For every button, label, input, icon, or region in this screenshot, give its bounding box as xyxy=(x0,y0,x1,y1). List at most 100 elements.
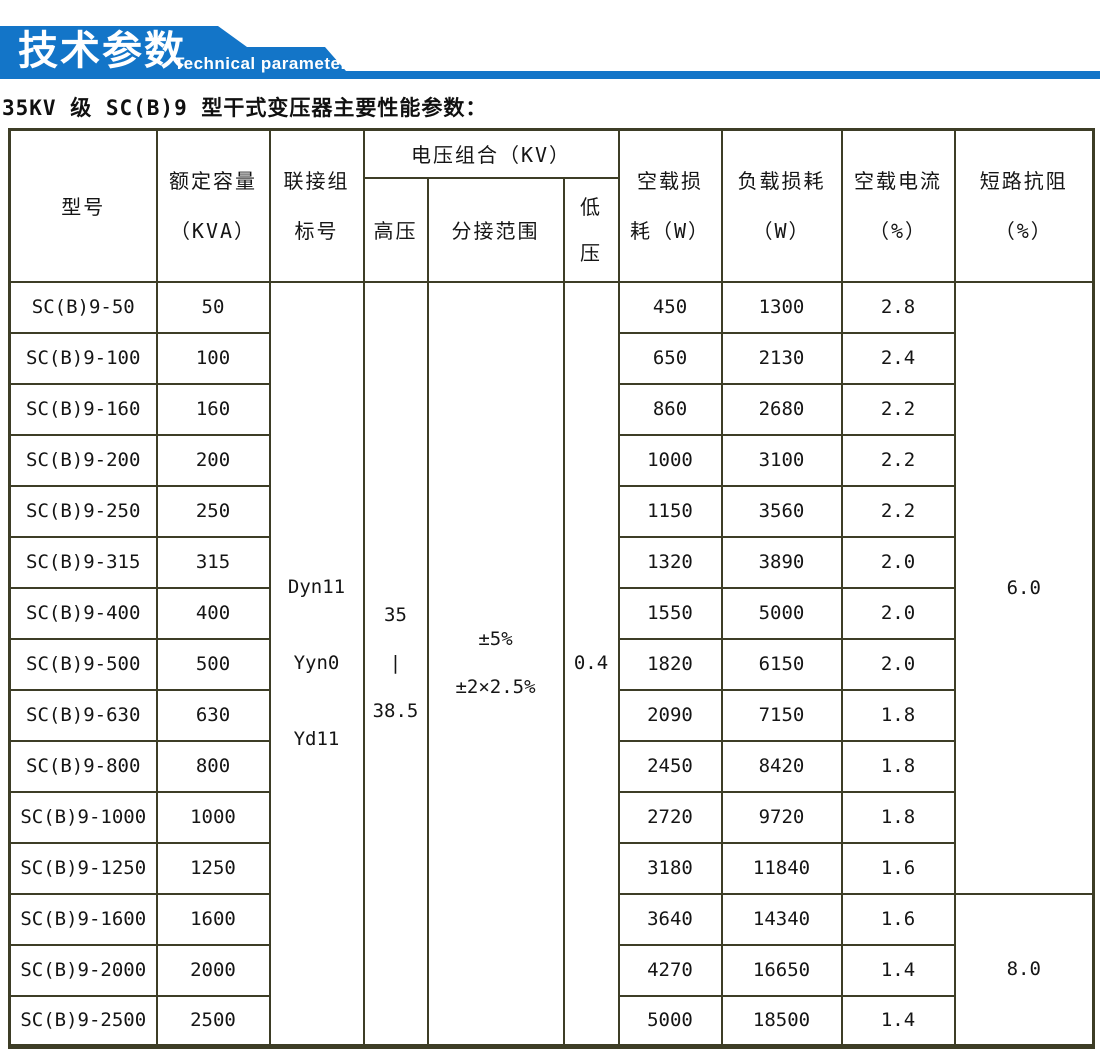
model-cell: SC(B)9-315 xyxy=(8,535,158,589)
capacity-cell: 100 xyxy=(155,331,271,385)
table-row: SC(B)9-2500 2500 5000 18500 1.4 xyxy=(8,994,1094,1048)
no-load-current-cell: 1.4 xyxy=(840,943,956,997)
no-load-current-cell: 2.0 xyxy=(840,535,956,589)
model-cell: SC(B)9-100 xyxy=(8,331,158,385)
no-load-loss-cell: 2090 xyxy=(617,688,723,742)
model-cell: SC(B)9-2000 xyxy=(8,943,158,997)
model-cell: SC(B)9-800 xyxy=(8,739,158,793)
no-load-current-cell: 2.2 xyxy=(840,382,956,436)
capacity-cell: 250 xyxy=(155,484,271,538)
load-loss-cell: 18500 xyxy=(720,994,843,1048)
banner-strip xyxy=(0,71,1100,79)
header-impedance: 短路抗阻 （%） xyxy=(953,128,1095,283)
no-load-current-cell: 2.0 xyxy=(840,586,956,640)
load-loss-cell: 3100 xyxy=(720,433,843,487)
no-load-current-cell: 2.4 xyxy=(840,331,956,385)
header-tap-range: 分接范围 xyxy=(426,176,565,283)
load-loss-cell: 1300 xyxy=(720,280,843,334)
no-load-current-cell: 2.2 xyxy=(840,484,956,538)
no-load-loss-cell: 2450 xyxy=(617,739,723,793)
table-row: SC(B)9-500 500 1820 6150 2.0 xyxy=(8,637,1094,691)
capacity-cell: 800 xyxy=(155,739,271,793)
no-load-loss-cell: 2720 xyxy=(617,790,723,844)
header-hv: 高压 xyxy=(362,176,429,283)
table-body: SC(B)9-50 50 Dyn11 Yyn0 Yd11 35 | 38.5 ±5% ±… xyxy=(8,280,1095,1048)
no-load-current-cell: 2.8 xyxy=(840,280,956,334)
no-load-current-cell: 1.8 xyxy=(840,790,956,844)
load-loss-cell: 8420 xyxy=(720,739,843,793)
no-load-loss-cell: 3640 xyxy=(617,892,723,946)
capacity-cell: 2500 xyxy=(155,994,271,1048)
load-loss-cell: 6150 xyxy=(720,637,843,691)
table-row: SC(B)9-250 250 1150 3560 2.2 xyxy=(8,484,1094,538)
no-load-loss-cell: 3180 xyxy=(617,841,723,895)
model-cell: SC(B)9-630 xyxy=(8,688,158,742)
lv-cell: 0.4 xyxy=(562,280,620,1048)
section-subtitle: Technical parameter xyxy=(174,54,348,73)
no-load-current-cell: 1.6 xyxy=(840,841,956,895)
table-caption: 35KV 级 SC(B)9 型干式变压器主要性能参数： xyxy=(2,96,488,120)
capacity-cell: 1000 xyxy=(155,790,271,844)
header-no-load-loss: 空载损 耗（W） xyxy=(617,128,723,283)
parameters-table: 型号 额定容量 （KVA） 联接组 标号 电压组合（KV） 空载损 耗（W） 负… xyxy=(8,128,1095,1049)
model-cell: SC(B)9-160 xyxy=(8,382,158,436)
header-capacity: 额定容量 （KVA） xyxy=(155,128,271,283)
table-row: SC(B)9-630 630 2090 7150 1.8 xyxy=(8,688,1094,742)
section-title: 技术参数 xyxy=(18,29,186,73)
model-cell: SC(B)9-400 xyxy=(8,586,158,640)
tap-range-cell: ±5% ±2×2.5% xyxy=(426,280,565,1048)
model-cell: SC(B)9-1000 xyxy=(8,790,158,844)
load-loss-cell: 7150 xyxy=(720,688,843,742)
no-load-current-cell: 1.8 xyxy=(840,739,956,793)
no-load-loss-cell: 860 xyxy=(617,382,723,436)
no-load-current-cell: 1.8 xyxy=(840,688,956,742)
vector-group-cell: Dyn11 Yyn0 Yd11 xyxy=(268,280,365,1048)
model-cell: SC(B)9-1600 xyxy=(8,892,158,946)
no-load-loss-cell: 1000 xyxy=(617,433,723,487)
no-load-loss-cell: 1550 xyxy=(617,586,723,640)
table-row: SC(B)9-100 100 650 2130 2.4 xyxy=(8,331,1094,385)
header-row-1: 型号 额定容量 （KVA） 联接组 标号 电压组合（KV） 空载损 耗（W） 负… xyxy=(8,128,1095,283)
capacity-cell: 630 xyxy=(155,688,271,742)
no-load-loss-cell: 650 xyxy=(617,331,723,385)
model-cell: SC(B)9-2500 xyxy=(8,994,158,1048)
table-row: SC(B)9-160 160 860 2680 2.2 xyxy=(8,382,1094,436)
no-load-current-cell: 1.4 xyxy=(840,994,956,1048)
header-lv: 低 压 xyxy=(562,176,620,283)
load-loss-cell: 3890 xyxy=(720,535,843,589)
load-loss-cell: 5000 xyxy=(720,586,843,640)
impedance-cell: 8.0 xyxy=(953,892,1095,1048)
header-no-load-current: 空载电流 （%） xyxy=(840,128,956,283)
no-load-loss-cell: 1820 xyxy=(617,637,723,691)
capacity-cell: 50 xyxy=(155,280,271,334)
capacity-cell: 1250 xyxy=(155,841,271,895)
table-row: SC(B)9-315 315 1320 3890 2.0 xyxy=(8,535,1094,589)
header-model: 型号 xyxy=(8,128,158,283)
table-header: 型号 额定容量 （KVA） 联接组 标号 电压组合（KV） 空载损 耗（W） 负… xyxy=(8,128,1095,283)
header-row-2: 高压 分接范围 低 压 xyxy=(10,176,1094,283)
table-row: SC(B)9-800 800 2450 8420 1.8 xyxy=(8,739,1094,793)
load-loss-cell: 2680 xyxy=(720,382,843,436)
impedance-cell: 6.0 xyxy=(953,280,1095,895)
capacity-cell: 500 xyxy=(155,637,271,691)
model-cell: SC(B)9-50 xyxy=(8,280,158,334)
table-row: SC(B)9-1600 1600 3640 14340 1.6 8.0 xyxy=(8,892,1095,1048)
header-voltage-combo: 电压组合（KV） xyxy=(362,128,620,179)
capacity-cell: 160 xyxy=(155,382,271,436)
capacity-cell: 315 xyxy=(155,535,271,589)
model-cell: SC(B)9-500 xyxy=(8,637,158,691)
no-load-loss-cell: 1320 xyxy=(617,535,723,589)
load-loss-cell: 2130 xyxy=(720,331,843,385)
no-load-current-cell: 2.0 xyxy=(840,637,956,691)
no-load-loss-cell: 450 xyxy=(617,280,723,334)
no-load-loss-cell: 4270 xyxy=(617,943,723,997)
load-loss-cell: 16650 xyxy=(720,943,843,997)
load-loss-cell: 9720 xyxy=(720,790,843,844)
table-row: SC(B)9-200 200 1000 3100 2.2 xyxy=(8,433,1094,487)
hv-cell: 35 | 38.5 xyxy=(362,280,429,1048)
model-cell: SC(B)9-250 xyxy=(8,484,158,538)
table-row: SC(B)9-400 400 1550 5000 2.0 xyxy=(8,586,1094,640)
table-row: SC(B)9-1000 1000 2720 9720 1.8 xyxy=(8,790,1094,844)
header-vector-group: 联接组 标号 xyxy=(268,128,365,283)
